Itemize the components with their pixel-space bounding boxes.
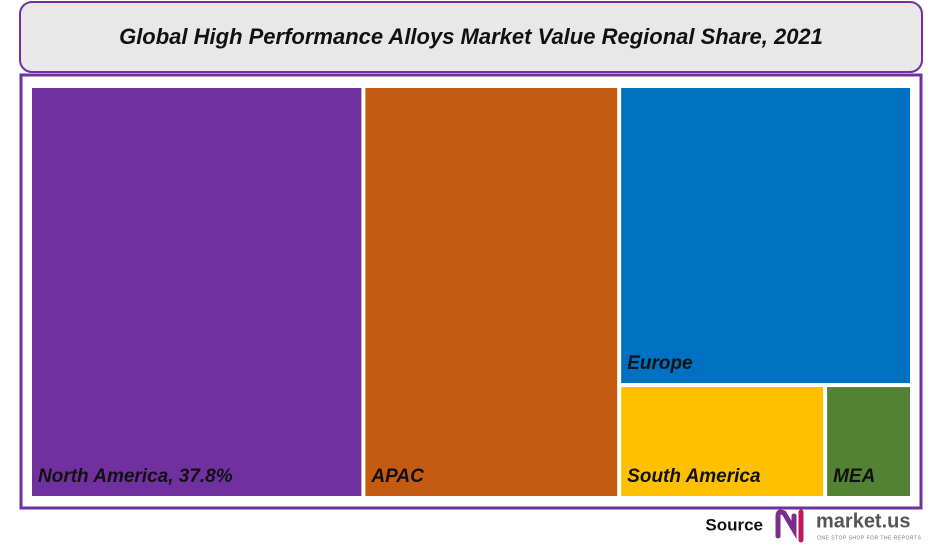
tile xyxy=(827,387,910,496)
logo-icon xyxy=(775,509,804,543)
tile xyxy=(365,88,618,496)
chart-title: Global High Performance Alloys Market Va… xyxy=(119,24,823,49)
tile xyxy=(621,88,910,384)
tile-label: APAC xyxy=(370,466,424,487)
tile xyxy=(621,387,824,496)
tile xyxy=(32,88,362,496)
tile-label: Europe xyxy=(627,353,693,374)
logo-tagline: ONE STOP SHOP FOR THE REPORTS xyxy=(817,535,922,541)
tile-label: MEA xyxy=(833,466,875,487)
logo-mark xyxy=(775,509,797,540)
source-label: Source xyxy=(705,515,763,534)
logo-text: market.us xyxy=(816,510,911,532)
tile-label: South America xyxy=(627,466,761,487)
tile-label: North America, 37.8% xyxy=(38,466,233,487)
treemap: North America, 37.8% APAC Europe South Amer… xyxy=(32,88,910,496)
title-box xyxy=(19,1,923,73)
